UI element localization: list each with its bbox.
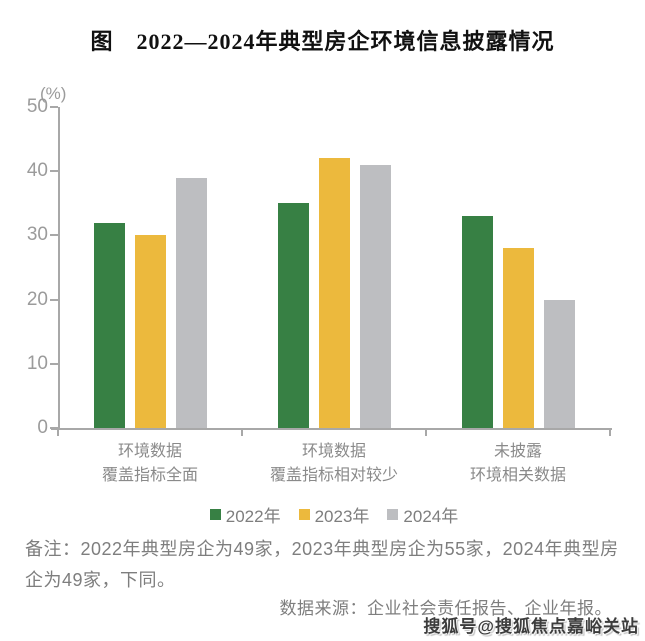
y-axis-tick [50,170,58,173]
chart-title: 图 2022—2024年典型房企环境信息披露情况 [90,29,555,54]
bar-2022年-2 [277,203,309,428]
bar-2023年-1 [134,235,166,428]
y-axis-tick [50,362,58,365]
y-axis-tick-label: 50 [26,96,48,117]
bar-2023年-2 [318,158,350,428]
x-axis-tick [57,428,59,436]
x-axis-tick [241,428,243,436]
y-axis-line [58,107,60,430]
legend-label: 2023年 [314,507,370,526]
bar-2024年-3 [543,299,575,428]
y-axis-unit-label: (%) [40,84,67,103]
bar-2022年-3 [461,216,493,428]
legend-item-2022年: 2022年 [209,502,281,527]
watermark-text: 搜狐号@搜狐焦点嘉峪关站 [423,617,639,636]
data-source-note: 数据来源：企业社会责任报告、企业年报。 [279,599,612,618]
legend-swatch [298,509,310,520]
x-axis-tick [609,428,611,436]
bar-2022年-1 [93,222,125,428]
legend-item-2023年: 2023年 [298,502,370,527]
y-axis-tick-label: 0 [37,417,48,438]
x-axis-tick [425,428,427,436]
y-axis-tick-label: 20 [26,288,48,310]
bar-2023年-3 [502,248,534,428]
legend-label: 2024年 [403,507,459,526]
y-axis-tick-label: 30 [26,224,48,246]
x-category-label: 未披露 环境相关数据 [469,443,566,484]
x-category-label: 环境数据 覆盖指标全面 [101,443,198,484]
x-category-label: 环境数据 覆盖指标相对较少 [269,443,398,484]
bar-2024年-2 [359,164,391,428]
footnote-remark: 备注：2022年典型房企为49家，2023年典型房企为55家，2024年典型房企… [25,539,619,590]
legend-swatch [387,509,399,520]
y-axis-tick [50,427,58,429]
y-axis-tick-label: 40 [26,160,48,182]
y-axis-tick [50,298,58,301]
y-axis-tick [50,234,58,237]
bar-2024年-1 [175,177,207,428]
legend-swatch [209,509,221,520]
legend: 2022年 2023年 2024年 [58,502,610,527]
y-axis-tick-label: 10 [26,352,48,374]
legend-label: 2022年 [225,507,281,526]
y-axis-tick [50,106,58,108]
x-axis-line [51,428,612,430]
legend-item-2024年: 2024年 [387,502,458,527]
